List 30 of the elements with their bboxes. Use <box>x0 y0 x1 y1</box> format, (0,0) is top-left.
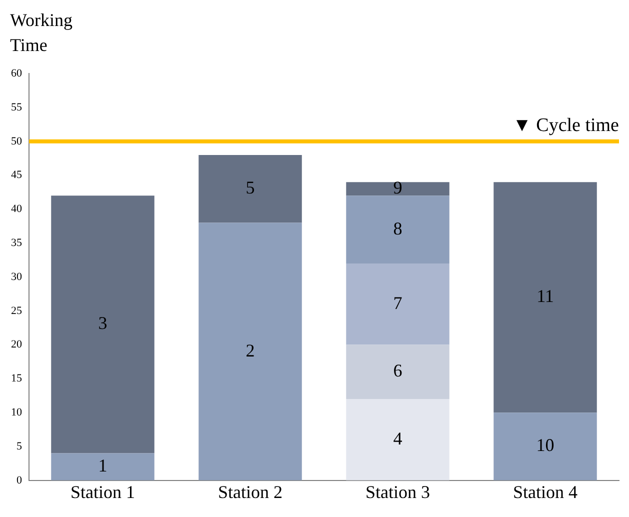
series-label: 7 <box>393 292 402 313</box>
series-label: 6 <box>393 360 402 381</box>
x-tick-label: Station 4 <box>512 482 578 502</box>
series-label: 5 <box>246 178 255 198</box>
y-tick-label: 20 <box>11 338 22 351</box>
x-tick-label: Station 2 <box>218 482 283 502</box>
y-tick-label: 40 <box>11 203 22 216</box>
y-axis-title: Working Time <box>10 9 74 57</box>
y-tick-label: 55 <box>11 101 22 114</box>
y-tick-label: 5 <box>16 440 22 452</box>
series-label: 11 <box>536 286 554 306</box>
y-tick-label: 25 <box>11 304 22 317</box>
series-label: 1 <box>98 456 108 476</box>
x-tick-label: Station 3 <box>365 482 430 502</box>
series-label: 9 <box>393 178 402 198</box>
y-tick-label: 15 <box>11 372 22 385</box>
series-label: 2 <box>246 340 255 360</box>
y-tick-label: 45 <box>11 169 22 182</box>
series-label: 4 <box>393 428 402 448</box>
series-label: 8 <box>393 218 402 238</box>
series-label: 3 <box>98 313 108 334</box>
y-tick-label: 10 <box>11 406 22 418</box>
x-tick-label: Station 1 <box>70 482 136 502</box>
ref-line-label: ▼ Cycle time <box>512 114 619 136</box>
y-tick-label: 0 <box>16 474 22 486</box>
y-tick-label: 60 <box>11 67 22 80</box>
y-tick-label: 50 <box>11 135 22 148</box>
series-label: 10 <box>536 435 554 456</box>
y-tick-label: 35 <box>11 236 22 249</box>
y-tick-label: 30 <box>11 270 22 283</box>
